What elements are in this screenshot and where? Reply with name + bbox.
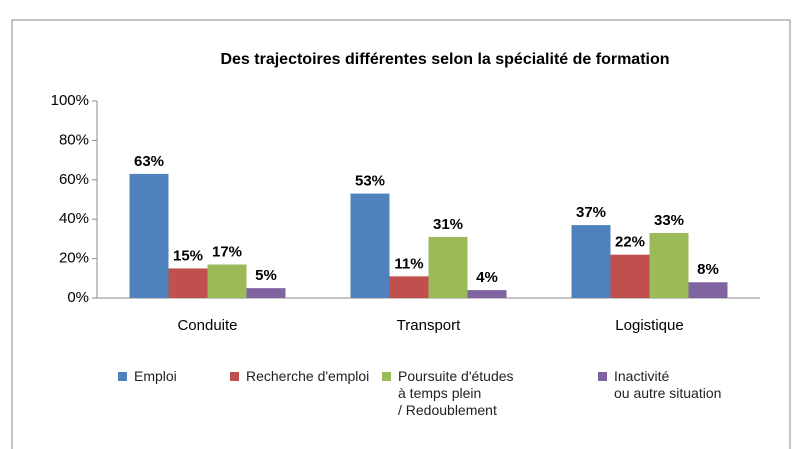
bar <box>610 254 650 298</box>
x-tick-label: Conduite <box>177 317 237 334</box>
y-tick-label: 20% <box>59 250 89 267</box>
bar <box>168 268 208 298</box>
chart-border <box>11 19 791 449</box>
data-label: 22% <box>615 234 645 251</box>
data-label: 37% <box>576 204 606 221</box>
bar <box>649 232 689 298</box>
y-tick-label: 60% <box>59 171 89 188</box>
data-label: 31% <box>433 216 463 233</box>
bar <box>467 290 507 298</box>
data-label: 15% <box>173 247 203 264</box>
bar <box>246 288 286 298</box>
legend-swatch <box>230 372 239 381</box>
legend-entry: Inactivité ou autre situation <box>598 368 721 402</box>
y-tick-label: 100% <box>51 92 89 109</box>
y-tick-label: 40% <box>59 210 89 227</box>
bar <box>350 193 390 298</box>
legend-swatch <box>118 372 127 381</box>
chart-title: Des trajectoires différentes selon la sp… <box>220 51 669 68</box>
bar <box>207 264 247 298</box>
bar <box>129 173 169 298</box>
legend-entry: Emploi <box>118 368 177 385</box>
x-tick-label: Transport <box>397 317 461 334</box>
bar <box>688 282 728 298</box>
y-tick-label: 80% <box>59 131 89 148</box>
legend-entry: Poursuite d'études à temps plein / Redou… <box>382 368 514 419</box>
data-label: 4% <box>476 269 498 286</box>
data-label: 63% <box>134 153 164 170</box>
bar <box>428 236 468 298</box>
data-label: 53% <box>355 173 385 190</box>
y-tick-label: 0% <box>67 289 89 306</box>
data-label: 5% <box>255 267 277 284</box>
bar <box>571 225 611 298</box>
legend-label: Inactivité ou autre situation <box>614 368 722 401</box>
data-label: 17% <box>212 243 242 260</box>
legend-label: Emploi <box>134 368 177 384</box>
legend-swatch <box>382 372 391 381</box>
bar <box>389 276 429 298</box>
x-tick-label: Logistique <box>615 317 683 334</box>
data-label: 8% <box>697 261 719 278</box>
legend-swatch <box>598 372 607 381</box>
data-label: 11% <box>394 255 423 272</box>
legend-label: Poursuite d'études à temps plein / Redou… <box>398 368 514 418</box>
data-label: 33% <box>654 212 684 229</box>
legend-entry: Recherche d'emploi <box>230 368 369 385</box>
legend-label: Recherche d'emploi <box>246 368 370 384</box>
